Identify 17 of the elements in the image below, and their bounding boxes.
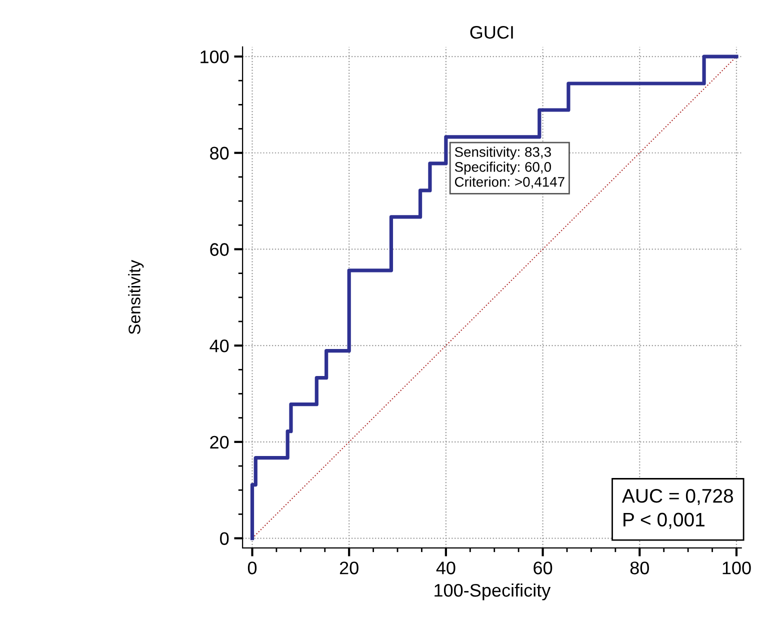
y-tick-label: 20 xyxy=(210,436,229,449)
x-tick-label: 20 xyxy=(340,562,358,574)
y-tick-label: 80 xyxy=(210,146,229,160)
x-tick-label: 0 xyxy=(248,562,257,574)
chart-title: GUCI xyxy=(470,26,513,39)
x-axis-title: 100-Specificity xyxy=(434,583,551,600)
y-axis-title: Sensitivity xyxy=(128,260,144,334)
y-tick-label: 40 xyxy=(210,340,229,352)
y-tick-label: 100 xyxy=(200,50,229,64)
x-tick-label: 40 xyxy=(436,562,456,574)
annotation: AUC = 0,728 P < 0,001 xyxy=(622,488,733,529)
x-tick-label: 80 xyxy=(630,562,649,574)
annotation: Sensitivity: 83,3 Specificity: 60,0 Criterion: >0,4147 xyxy=(454,146,564,188)
x-tick-label: 100 xyxy=(722,562,751,574)
x-tick-label: 60 xyxy=(534,562,552,574)
y-tick-label: 0 xyxy=(220,532,229,545)
y-tick-label: 60 xyxy=(210,243,229,256)
